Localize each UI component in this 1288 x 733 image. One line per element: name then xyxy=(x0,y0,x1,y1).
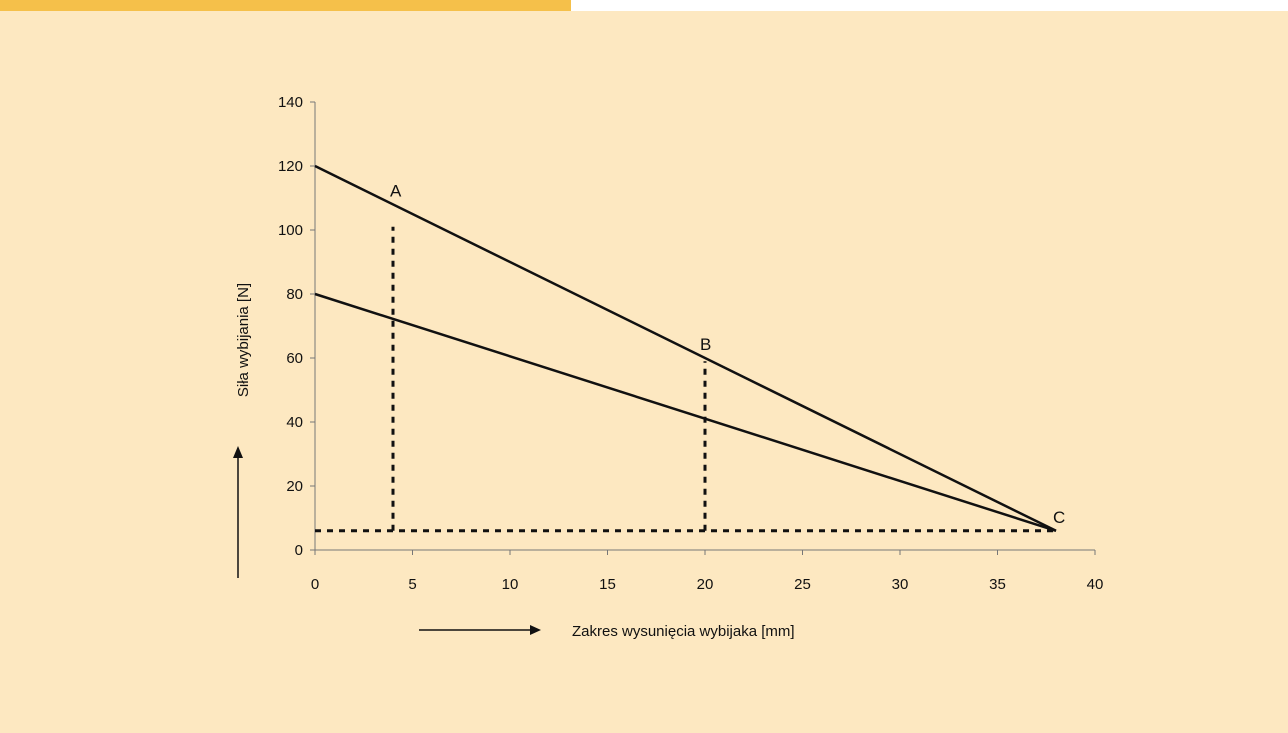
chart-panel xyxy=(0,11,1288,733)
x-tick-label: 35 xyxy=(989,576,1006,593)
y-tick-label: 80 xyxy=(286,286,303,303)
y-tick-label: 20 xyxy=(286,478,303,495)
x-tick-label: 15 xyxy=(599,576,616,593)
x-tick-label: 0 xyxy=(311,576,319,593)
x-tick-label: 25 xyxy=(794,576,811,593)
x-tick-label: 5 xyxy=(408,576,416,593)
y-tick-label: 60 xyxy=(286,350,303,367)
y-axis-title: Siła wybijania [N] xyxy=(235,283,252,397)
y-tick-label: 100 xyxy=(278,222,303,239)
y-tick-label: 140 xyxy=(278,94,303,111)
y-tick-label: 0 xyxy=(295,542,303,559)
reference-lines xyxy=(315,226,1056,533)
y-tick-label: 120 xyxy=(278,158,303,175)
x-tick-label: 40 xyxy=(1087,576,1104,593)
y-tick-label: 40 xyxy=(286,414,303,431)
point-label-a: A xyxy=(390,181,402,200)
x-direction-arrow xyxy=(419,625,541,635)
point-labels: A B C xyxy=(390,181,1065,526)
point-label-c: C xyxy=(1053,508,1065,527)
series-line-1 xyxy=(314,164,1057,532)
series-lines xyxy=(314,164,1057,532)
series-line-2 xyxy=(314,292,1057,532)
x-tick-label: 20 xyxy=(697,576,714,593)
top-accent-strip xyxy=(0,0,571,11)
point-label-b: B xyxy=(700,335,711,354)
y-direction-arrow xyxy=(233,446,243,578)
x-tick-label: 30 xyxy=(892,576,909,593)
x-axis-title: Zakres wysunięcia wybijaka [mm] xyxy=(572,623,795,640)
axes: 0 20 40 60 80 100 120 140 0 5 10 15 20 25 30 35 40 xyxy=(278,94,1103,593)
x-tick-label: 10 xyxy=(502,576,519,593)
